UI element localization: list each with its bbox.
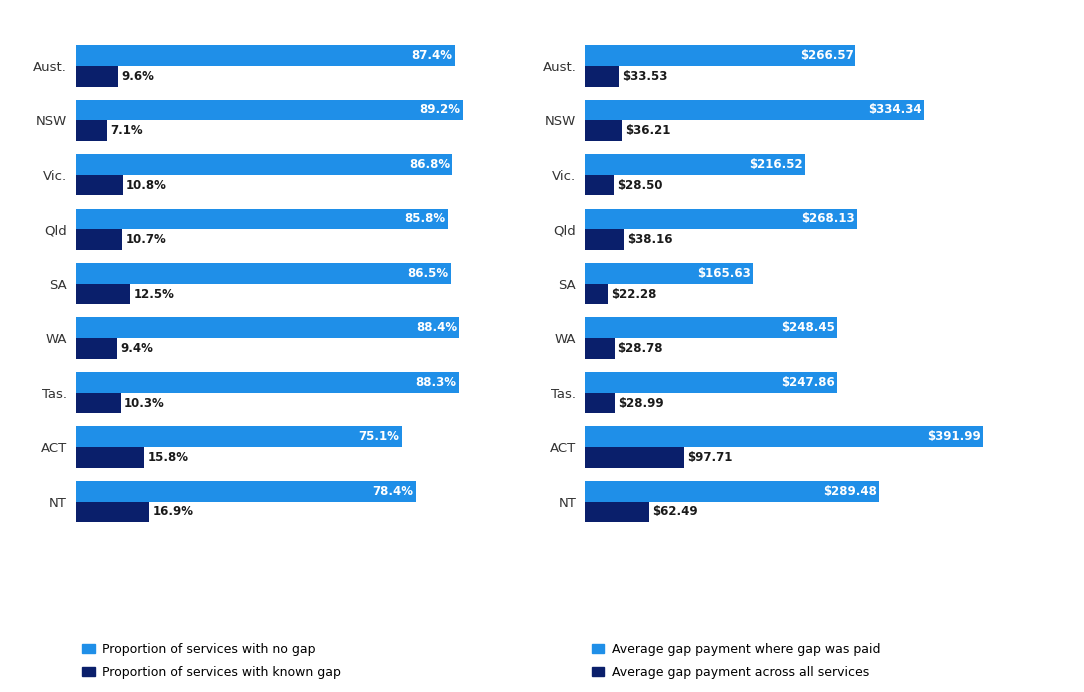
Text: $247.86: $247.86 — [780, 376, 835, 389]
Text: $28.50: $28.50 — [617, 179, 662, 192]
Bar — [585, 100, 925, 120]
Text: 7.1%: 7.1% — [111, 124, 143, 137]
Legend: Proportion of services with no gap, Proportion of services with known gap: Proportion of services with no gap, Prop… — [82, 643, 341, 679]
Text: 86.5%: 86.5% — [408, 267, 449, 280]
Text: $62.49: $62.49 — [651, 505, 697, 518]
Text: 9.4%: 9.4% — [120, 342, 153, 355]
Bar — [585, 426, 982, 447]
Text: 89.2%: 89.2% — [420, 103, 461, 116]
Text: 16.9%: 16.9% — [153, 505, 194, 518]
Text: 75.1%: 75.1% — [359, 430, 399, 444]
Bar — [585, 372, 837, 392]
Bar — [585, 120, 622, 141]
Bar — [585, 318, 837, 338]
Bar — [76, 284, 130, 304]
Bar — [585, 208, 857, 229]
Bar — [76, 481, 416, 502]
Text: 88.4%: 88.4% — [416, 321, 457, 334]
Bar — [76, 426, 401, 447]
Text: $33.53: $33.53 — [622, 70, 668, 82]
Text: 15.8%: 15.8% — [147, 451, 189, 464]
Text: 78.4%: 78.4% — [373, 485, 414, 498]
Text: $216.52: $216.52 — [749, 158, 803, 171]
Text: 10.8%: 10.8% — [126, 179, 167, 192]
Text: $266.57: $266.57 — [800, 49, 853, 62]
Bar — [76, 372, 459, 392]
Bar — [585, 175, 615, 195]
Bar — [76, 392, 120, 413]
Text: $38.16: $38.16 — [627, 233, 672, 246]
Bar — [585, 66, 619, 86]
Text: $248.45: $248.45 — [782, 321, 835, 334]
Text: $289.48: $289.48 — [823, 485, 877, 498]
Bar — [76, 208, 448, 229]
Text: 88.3%: 88.3% — [415, 376, 456, 389]
Text: $28.99: $28.99 — [618, 397, 663, 410]
Text: 9.6%: 9.6% — [121, 70, 154, 82]
Bar — [76, 66, 117, 86]
Bar — [585, 45, 855, 66]
Text: $391.99: $391.99 — [927, 430, 981, 444]
Bar — [76, 318, 460, 338]
Bar — [585, 338, 615, 359]
Text: 10.7%: 10.7% — [126, 233, 167, 246]
Bar — [76, 263, 451, 284]
Text: 86.8%: 86.8% — [409, 158, 450, 171]
Bar — [76, 120, 106, 141]
Bar — [585, 502, 648, 522]
Text: 10.3%: 10.3% — [124, 397, 165, 410]
Bar — [76, 45, 455, 66]
Bar — [76, 502, 150, 522]
Text: $334.34: $334.34 — [868, 103, 922, 116]
Bar — [585, 154, 804, 175]
Text: $28.78: $28.78 — [618, 342, 663, 355]
Text: $36.21: $36.21 — [625, 124, 671, 137]
Bar — [76, 447, 144, 468]
Text: $165.63: $165.63 — [697, 267, 751, 280]
Legend: Average gap payment where gap was paid, Average gap payment across all services: Average gap payment where gap was paid, … — [592, 643, 880, 679]
Text: $268.13: $268.13 — [801, 212, 855, 226]
Text: $97.71: $97.71 — [687, 451, 733, 464]
Bar — [76, 175, 122, 195]
Bar — [76, 338, 117, 359]
Bar — [585, 263, 753, 284]
Text: 85.8%: 85.8% — [404, 212, 446, 226]
Bar — [76, 100, 463, 120]
Text: 87.4%: 87.4% — [412, 49, 453, 62]
Bar — [585, 447, 684, 468]
Bar — [585, 481, 879, 502]
Bar — [76, 154, 452, 175]
Bar — [585, 229, 624, 250]
Bar — [585, 392, 615, 413]
Bar — [585, 284, 608, 304]
Bar — [76, 229, 122, 250]
Text: $22.28: $22.28 — [611, 288, 656, 300]
Text: 12.5%: 12.5% — [133, 288, 175, 300]
